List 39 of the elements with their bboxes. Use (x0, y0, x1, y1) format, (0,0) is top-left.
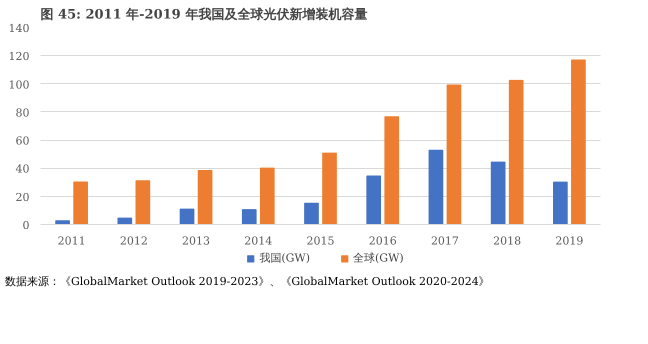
bar (136, 180, 150, 224)
bar (508, 80, 524, 224)
y-tick-label: 140 (8, 22, 30, 35)
bar (304, 202, 319, 224)
x-tick-label: 2017 (430, 234, 459, 248)
x-tick-label: 2016 (368, 234, 397, 248)
x-tick-label: 2019 (555, 234, 584, 248)
bar (260, 168, 275, 224)
bar (180, 208, 194, 224)
x-tick-label: 2018 (493, 234, 522, 248)
y-tick-label: 100 (8, 78, 30, 92)
x-tick-label: 2011 (58, 234, 86, 248)
y-tick-label: 20 (16, 190, 30, 204)
x-tick-label: 2014 (244, 234, 272, 248)
legend-label: 我国(GW) (259, 250, 310, 266)
bar (428, 150, 444, 224)
bar (117, 218, 132, 224)
y-tick-label: 120 (8, 50, 30, 64)
x-tick-label: 2012 (120, 234, 148, 248)
bar (571, 60, 586, 224)
y-tick-label: 0 (22, 219, 30, 232)
bar (490, 162, 506, 224)
y-tick-label: 60 (16, 134, 30, 148)
chart-title: 图 45: 2011 年-2019 年我国及全球光伏新增装机容量 (40, 6, 368, 22)
y-tick-label: 40 (16, 162, 30, 176)
bar (553, 182, 568, 224)
y-tick-label: 80 (16, 106, 30, 120)
bar (198, 170, 212, 224)
bar (242, 209, 257, 224)
source-note: 数据来源：《GlobalMarket Outlook 2019-2023》、《GlobalMarket Outlook 2020-2024》 (5, 274, 490, 290)
legend-label: 全球(GW) (353, 250, 404, 266)
bar (55, 220, 70, 224)
bar (73, 182, 88, 224)
bar (322, 152, 337, 224)
x-tick-label: 2013 (182, 234, 210, 248)
bar (446, 84, 462, 224)
bar (384, 116, 400, 224)
x-tick-label: 2015 (306, 234, 335, 248)
bar (366, 175, 382, 224)
